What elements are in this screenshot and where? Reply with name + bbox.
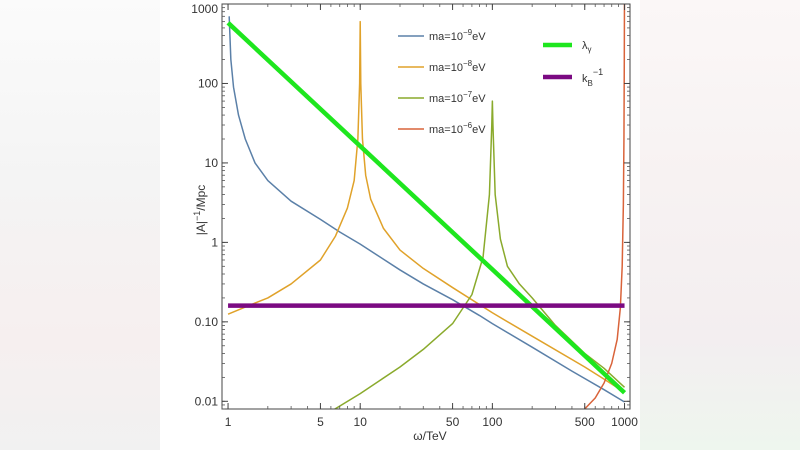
legend-item-3: ma=10−6eV <box>398 121 486 136</box>
y-axis-title-exp: −1 <box>192 211 202 221</box>
legend-label: ma=10−7eV <box>429 90 486 105</box>
legend-item-kb: kB−1 <box>543 67 603 88</box>
legend-label: kB−1 <box>582 67 603 88</box>
x-tick-label: 10 <box>354 415 368 429</box>
legend-label: ma=10−9eV <box>429 28 486 43</box>
axes-layer: 1 5 10 50 100 500 1000 0.01 0.10 1 10 100 1000 <box>191 2 638 429</box>
series-line-0 <box>228 16 625 403</box>
series-line-2 <box>333 100 626 409</box>
series-line-4 <box>226 21 627 395</box>
background-right <box>640 0 800 450</box>
y-tick-label: 0.01 <box>195 394 219 408</box>
x-tick-label: 100 <box>482 415 502 429</box>
x-tick-label: 50 <box>446 415 460 429</box>
legend-item-0: ma=10−9eV <box>398 28 486 43</box>
x-axis-title: ω/TeV <box>413 429 446 443</box>
series-line-1 <box>227 20 625 393</box>
svg-text:|A|−1/Mpc: |A|−1/Mpc <box>192 185 208 236</box>
y-tick-label: 1000 <box>191 2 218 16</box>
x-tick-label: 500 <box>575 415 595 429</box>
y-tick-label: 10 <box>205 156 219 170</box>
legend-item-lambda: λγ <box>543 40 592 54</box>
legend-item-2: ma=10−7eV <box>398 90 486 105</box>
legend-label: ma=10−8eV <box>429 59 486 74</box>
legend: ma=10−9eV ma=10−8eV ma=10−7eV ma=10−6eV λγ kB… <box>398 28 603 136</box>
legend-label: λγ <box>582 40 592 54</box>
y-axis-title: |A|−1/Mpc <box>192 185 208 236</box>
x-tick-label: 5 <box>317 415 324 429</box>
legend-label: ma=10−6eV <box>429 121 486 136</box>
series-line-3 <box>583 4 626 409</box>
series-layer <box>226 4 627 409</box>
y-tick-label: 0.10 <box>195 315 219 329</box>
y-axis-title-base: |A| <box>194 221 208 235</box>
legend-item-1: ma=10−8eV <box>398 59 486 74</box>
plot-frame <box>221 3 631 410</box>
y-tick-label: 1 <box>211 235 218 249</box>
x-tick-label: 1000 <box>611 415 638 429</box>
x-tick-label: 1 <box>225 415 232 429</box>
y-axis-title-unit: /Mpc <box>194 185 208 211</box>
y-tick-label: 100 <box>198 76 218 90</box>
background-left <box>0 0 160 450</box>
